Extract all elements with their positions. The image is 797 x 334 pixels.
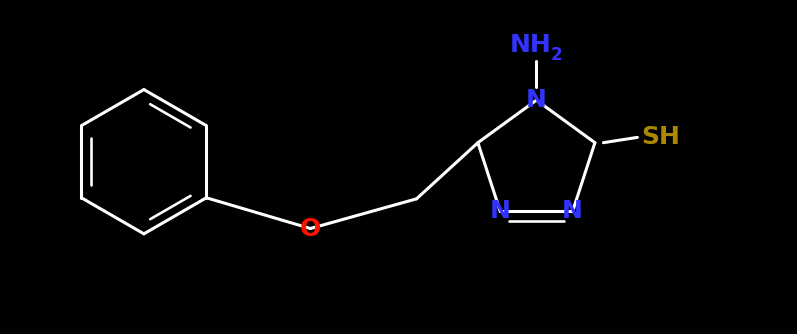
Text: SH: SH (642, 125, 680, 149)
Text: O: O (300, 216, 321, 240)
Text: N: N (526, 88, 547, 112)
Text: N: N (490, 199, 511, 223)
Text: 2: 2 (551, 45, 563, 63)
Text: N: N (562, 199, 583, 223)
Text: NH: NH (510, 33, 552, 57)
